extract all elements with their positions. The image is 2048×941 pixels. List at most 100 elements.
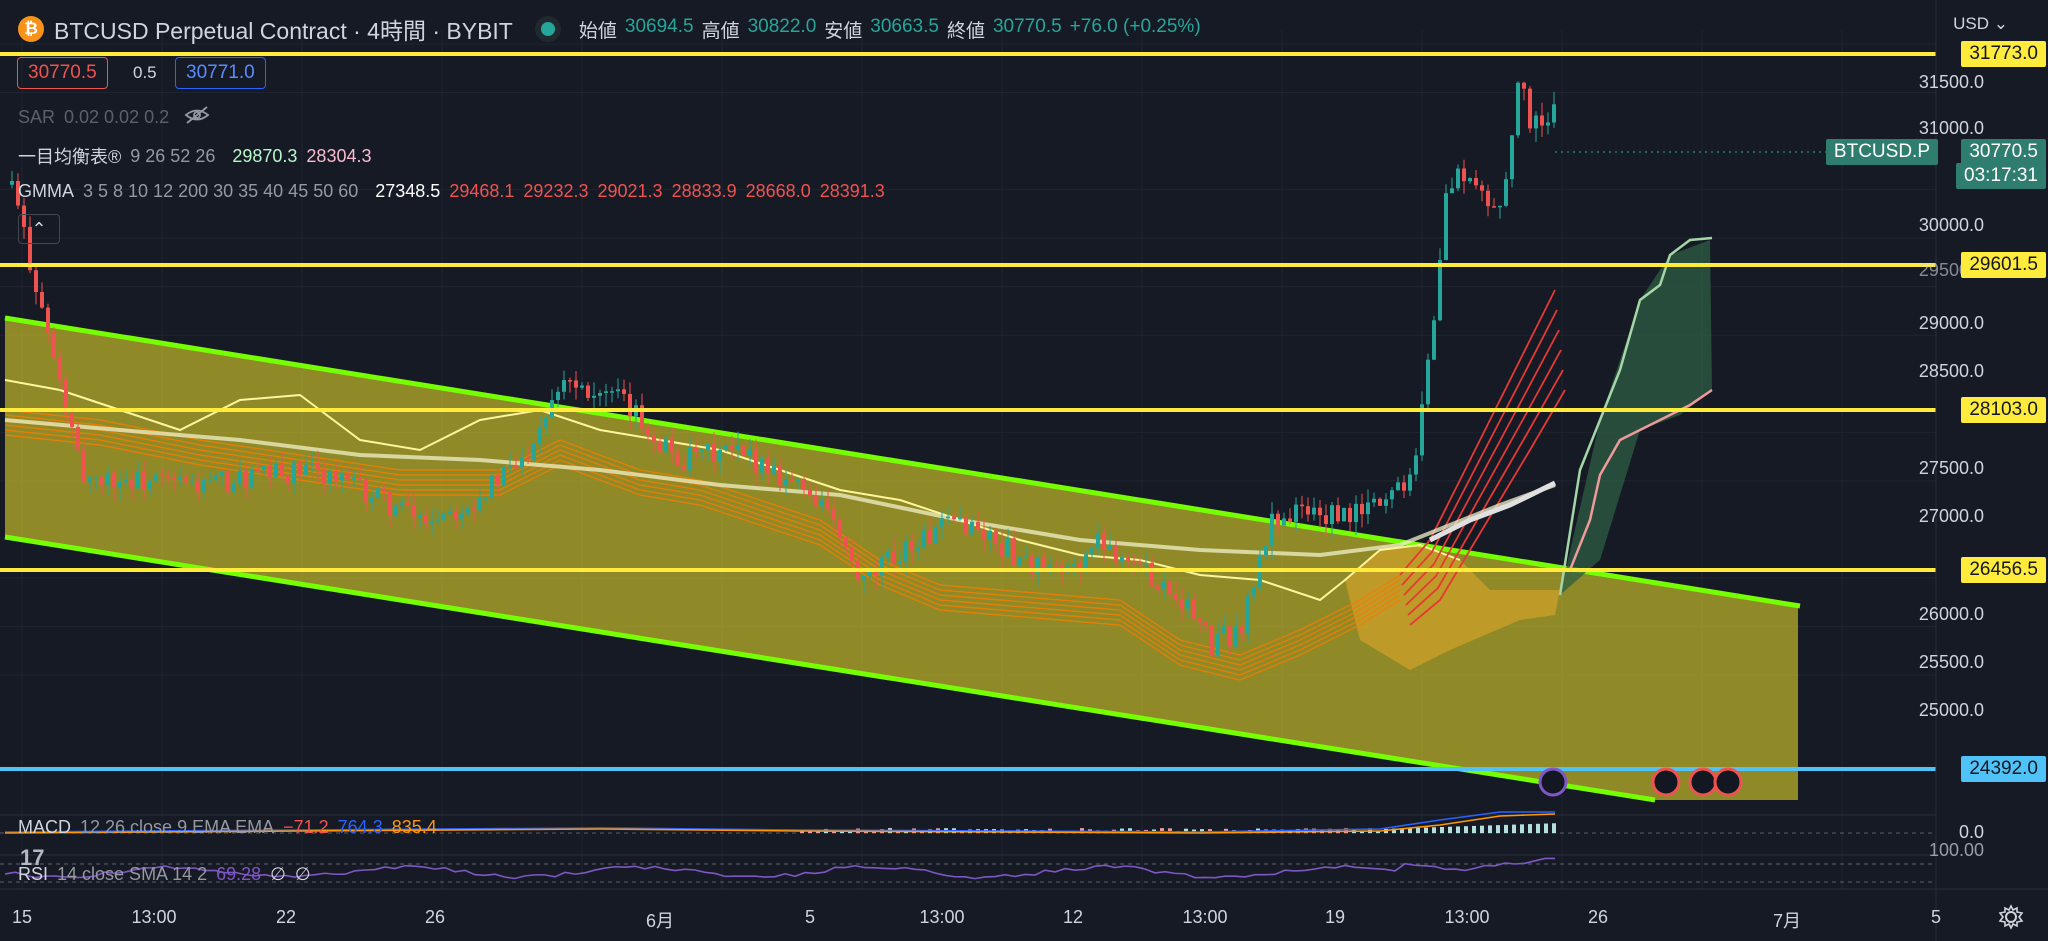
candle-body xyxy=(1114,546,1118,562)
candle-body xyxy=(1462,168,1466,182)
candle-body xyxy=(232,483,236,492)
candle-body xyxy=(892,551,896,564)
macd-bar xyxy=(1488,825,1492,833)
candle-body xyxy=(1156,586,1160,590)
candle-body xyxy=(754,448,758,473)
candle-body xyxy=(52,332,56,358)
candle-body xyxy=(370,497,374,503)
macd-legend[interactable]: MACD 12 26 close 9 EMA EMA −71.2 764.3 8… xyxy=(18,817,437,838)
y-tick: 29000.0 xyxy=(1918,313,1984,333)
level-tag: 28103.0 xyxy=(1961,397,2046,423)
candle-body xyxy=(1276,513,1280,526)
candle-body xyxy=(82,450,86,483)
macd-bar xyxy=(1480,825,1484,833)
candle-body xyxy=(334,471,338,481)
candle-body xyxy=(1306,506,1310,515)
candle-body xyxy=(1174,594,1178,600)
candle-body xyxy=(556,391,560,401)
candle-body xyxy=(1456,168,1460,189)
candle-body xyxy=(1534,115,1538,129)
sell-button[interactable]: 30770.5 xyxy=(17,57,108,89)
candle-body xyxy=(1282,518,1286,526)
symbol-title[interactable]: BTCUSD Perpetual Contract · 4時間 · BYBIT xyxy=(54,18,513,44)
currency-selector[interactable]: USD ⌄ xyxy=(1953,14,2008,34)
candle-body xyxy=(820,500,824,506)
candle-body xyxy=(994,530,998,543)
rsi-tick: 100.00 xyxy=(1928,840,1984,860)
candle-body xyxy=(1084,554,1088,571)
y-tick: 25000.0 xyxy=(1918,700,1984,720)
candle-body xyxy=(154,474,158,481)
candle-body xyxy=(34,270,38,292)
settings-gear-icon[interactable] xyxy=(1998,904,2024,930)
gmma-name: GMMA xyxy=(18,181,74,201)
candle-body xyxy=(1204,622,1208,626)
collapse-legend-button[interactable]: ⌃ xyxy=(18,214,60,244)
y-tick: 27500.0 xyxy=(1918,458,1984,478)
spread-value: 0.5 xyxy=(133,63,157,82)
high-label: 高値 xyxy=(701,20,740,42)
candle-body xyxy=(1120,557,1124,562)
candle-body xyxy=(1312,507,1316,515)
candle-body xyxy=(346,473,350,480)
macd-bar xyxy=(1184,828,1188,833)
candle-body xyxy=(1126,557,1130,561)
candle-body xyxy=(934,526,938,544)
ichimoku-span-a xyxy=(1558,236,1713,596)
candle-body xyxy=(586,385,590,398)
eye-hidden-icon[interactable] xyxy=(184,106,210,129)
y-tick: 30000.0 xyxy=(1918,215,1984,235)
candle-body xyxy=(136,471,140,489)
candle-body xyxy=(1324,515,1328,524)
sar-legend[interactable]: SAR 0.02 0.02 0.2 xyxy=(18,106,210,129)
candle-body xyxy=(376,488,380,498)
macd-bar xyxy=(1400,828,1404,833)
candle-body xyxy=(214,475,218,480)
candle-body xyxy=(1096,533,1100,549)
gmma-value: 27348.5 xyxy=(375,181,441,201)
candle-body xyxy=(1270,513,1274,546)
y-tick: 28500.0 xyxy=(1918,361,1984,381)
candle-body xyxy=(1366,502,1370,515)
candle-body xyxy=(1414,455,1418,475)
candle-body xyxy=(1504,179,1508,206)
candle-body xyxy=(592,395,596,398)
candle-body xyxy=(1144,562,1148,565)
gmma-short-line xyxy=(1409,389,1566,626)
macd-signal-line xyxy=(4,813,1556,834)
candle-body xyxy=(1486,190,1490,207)
low-label: 安値 xyxy=(824,20,863,42)
candle-body xyxy=(28,226,32,271)
gmma-long-line xyxy=(4,424,1401,671)
candle-body xyxy=(724,445,728,450)
macd-name: MACD xyxy=(18,817,71,837)
candle-body xyxy=(1222,626,1226,635)
candle-body xyxy=(16,180,20,206)
candle-body xyxy=(1384,499,1388,506)
ichimoku-legend[interactable]: 一目均衡表® 9 26 52 26 29870.3 28304.3 xyxy=(18,143,372,169)
rsi-legend[interactable]: RSI 14 close SMA 14 2 69.28 ∅ ∅ xyxy=(18,864,311,885)
ichimoku-value-2: 28304.3 xyxy=(306,145,372,166)
gmma-legend[interactable]: GMMA 3 5 8 10 12 200 30 35 40 45 50 60 2… xyxy=(18,181,885,202)
x-tick: 6月 xyxy=(645,911,675,931)
candle-body xyxy=(850,547,854,561)
candle-body xyxy=(718,449,722,462)
candle-body xyxy=(58,357,62,380)
sell-price: 30770.5 xyxy=(28,62,97,83)
level-tag: 26456.5 xyxy=(1961,557,2046,583)
candle-body xyxy=(22,205,26,227)
rsi-params: 14 close SMA 14 2 xyxy=(57,864,208,884)
candle-body xyxy=(1252,587,1256,597)
candle-body xyxy=(1390,490,1394,500)
candle-body xyxy=(712,443,716,462)
buy-button[interactable]: 30771.0 xyxy=(175,57,266,89)
candle-body xyxy=(1540,115,1544,126)
rsi-line xyxy=(4,857,1556,880)
gmma-value: 29021.3 xyxy=(597,181,663,201)
macd-bar xyxy=(800,830,804,833)
candle-body xyxy=(1216,634,1220,656)
candle-body xyxy=(1018,557,1022,566)
candle-body xyxy=(646,428,650,436)
candle-body xyxy=(616,389,620,392)
